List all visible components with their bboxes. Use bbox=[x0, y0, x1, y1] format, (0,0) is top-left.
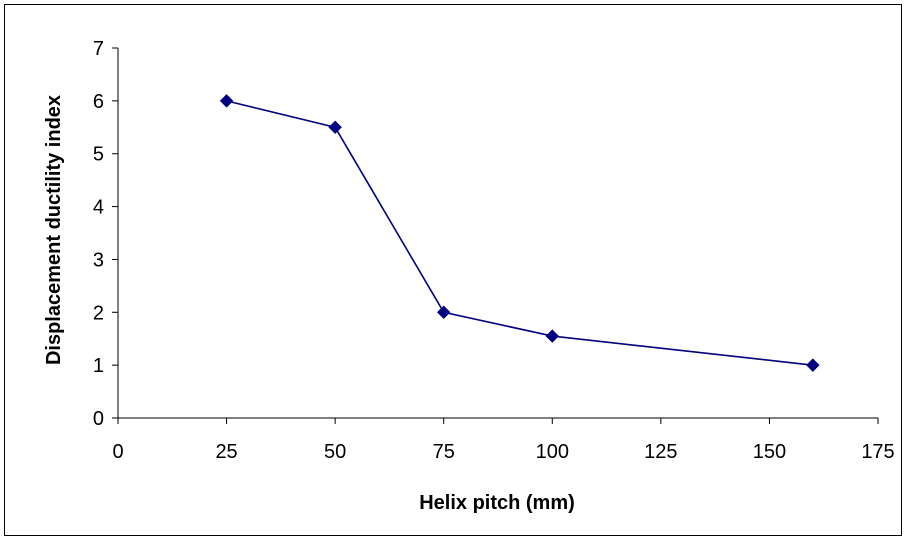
y-tick-label: 0 bbox=[93, 408, 104, 430]
x-tick-label: 150 bbox=[753, 441, 786, 463]
x-tick-label: 175 bbox=[861, 441, 894, 463]
y-tick-label: 5 bbox=[93, 144, 104, 166]
data-point-marker bbox=[328, 120, 342, 134]
y-tick-label: 6 bbox=[93, 91, 104, 113]
data-point-marker bbox=[806, 358, 820, 372]
x-tick-label: 75 bbox=[433, 441, 455, 463]
x-tick-label: 0 bbox=[112, 441, 123, 463]
series-line bbox=[226, 100, 813, 366]
data-point-marker bbox=[219, 94, 234, 108]
data-series bbox=[219, 94, 820, 372]
x-tick-label: 25 bbox=[215, 441, 237, 463]
axes bbox=[112, 47, 879, 424]
y-axis-title: Displacement ductility index bbox=[43, 95, 65, 365]
x-axis-title: Helix pitch (mm) bbox=[419, 492, 575, 514]
x-tick-label: 50 bbox=[324, 441, 346, 463]
y-tick-label: 7 bbox=[93, 38, 104, 60]
x-tick-label: 100 bbox=[536, 441, 569, 463]
data-point-marker bbox=[545, 329, 559, 343]
data-point-marker bbox=[437, 305, 451, 319]
chart-frame bbox=[4, 4, 902, 536]
tick-labels: 0 1 2 3 4 5 6 7 0 25 50 75 100 125 150 175 bbox=[93, 38, 895, 463]
y-tick-label: 3 bbox=[93, 249, 104, 271]
y-tick-label: 2 bbox=[93, 302, 104, 324]
y-tick-label: 4 bbox=[93, 197, 104, 219]
y-tick-label: 1 bbox=[93, 355, 104, 377]
x-tick-label: 125 bbox=[644, 441, 677, 463]
